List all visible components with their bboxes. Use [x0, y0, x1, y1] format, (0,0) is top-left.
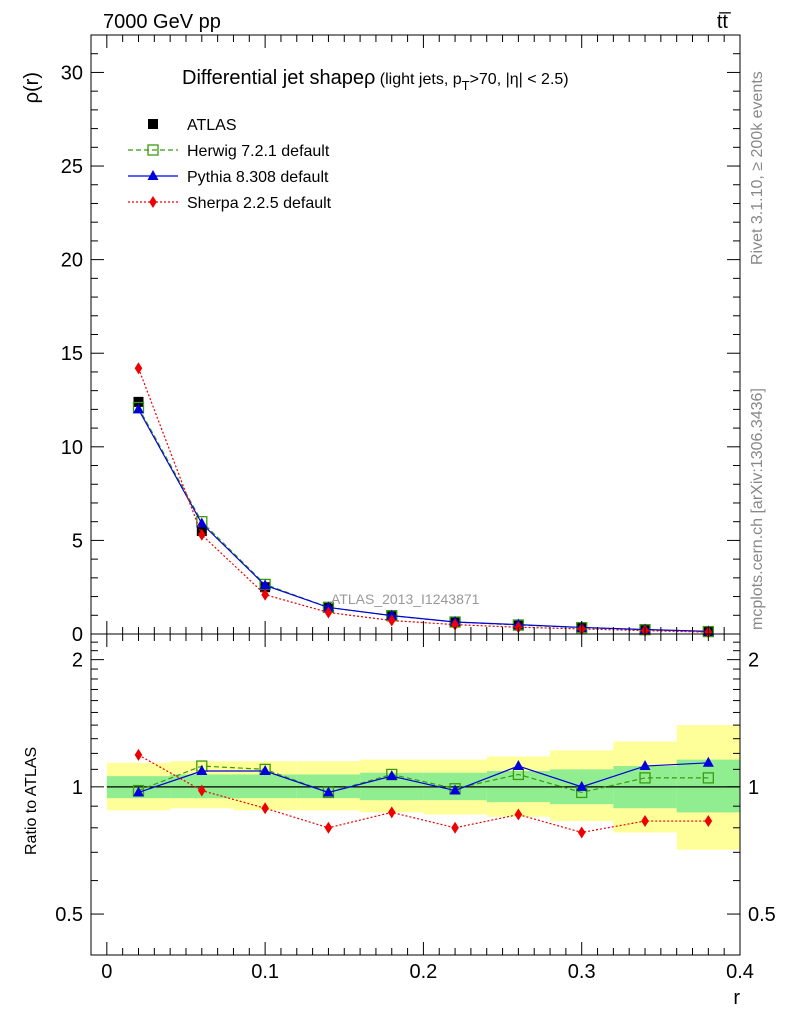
x-tick-label: 0.1 [251, 961, 279, 983]
ratio-point-pythia-8-308-default [576, 780, 588, 791]
x-tick-label: 0.2 [410, 961, 438, 983]
ratio-y-tick-label-right: 1 [748, 777, 759, 799]
ratio-plot-panel: 0 0.1 0.2 0.3 0.4 0.5 0.5 1 1 2 2 Ratio to ATLAS r [23, 633, 776, 1009]
ratio-point-pythia-8-308-default [639, 760, 651, 771]
data-point-pythia-8-308-default [322, 601, 334, 612]
data-point-sherpa-2-2-5-default [451, 618, 459, 631]
chart-title: Differential jet shapeρ (light jets, pT>… [182, 67, 569, 93]
legend-label: Sherpa 2.2.5 default [187, 195, 332, 212]
ratio-point-sherpa-2-2-5-default [641, 815, 649, 828]
y-tick-label: 0 [72, 624, 83, 646]
data-point-sherpa-2-2-5-default [387, 614, 396, 627]
x-tick-label: 0 [101, 961, 112, 983]
y-tick-label: 5 [72, 530, 83, 552]
data-point-sherpa-2-2-5-default [134, 362, 143, 375]
ratio-y-tick-label: 1 [72, 777, 83, 799]
legend-label: Herwig 7.2.1 default [187, 143, 330, 160]
y-tick-label: 20 [61, 250, 83, 272]
legend-entry-sherpa-2-2-5-default: Sherpa 2.2.5 default [128, 195, 332, 212]
header-energy-label: 7000 GeV pp [103, 11, 221, 33]
ratio-point-pythia-8-308-default [322, 786, 334, 797]
legend-label: Pythia 8.308 default [187, 169, 329, 186]
ratio-line-herwig-7-2-1-default [138, 765, 709, 794]
legend: ATLAS Herwig 7.2.1 default Pythia 8.308 de… [128, 117, 332, 212]
ratio-series-sherpa-2-2-5-default [134, 748, 713, 839]
x-tick-label: 0.3 [568, 961, 596, 983]
ratio-y-tick-label-right: 2 [748, 650, 759, 672]
legend-marker [148, 119, 158, 129]
legend-entry-herwig-7-2-1-default: Herwig 7.2.1 default [128, 143, 330, 160]
y-tick-label: 10 [61, 437, 83, 459]
ratio-point-pythia-8-308-default [702, 756, 714, 767]
x-axis-label: r [733, 987, 740, 1009]
y-axis-label-main: ρ(r) [21, 72, 43, 103]
ratio-y-tick-label: 0.5 [55, 904, 83, 926]
ratio-series-pythia-8-308-default [132, 756, 714, 797]
ratio-point-sherpa-2-2-5-default [261, 802, 269, 815]
legend-entry-pythia-8-308-default: Pythia 8.308 default [128, 169, 329, 186]
mcplots-credit-label: mcplots.cern.ch [arXiv:1306.3436] [749, 388, 766, 630]
ratio-point-pythia-8-308-default [386, 770, 398, 781]
ratio-point-sherpa-2-2-5-default [134, 748, 143, 761]
ratio-point-sherpa-2-2-5-default [451, 821, 459, 834]
legend-marker [147, 170, 159, 180]
legend-marker [149, 196, 157, 208]
ratio-line-pythia-8-308-default [138, 762, 709, 794]
y-tick-label: 30 [61, 62, 83, 84]
ratio-point-pythia-8-308-default [196, 765, 208, 776]
legend-entry-atlas: ATLAS [148, 117, 237, 134]
data-point-sherpa-2-2-5-default [324, 606, 333, 619]
header-process-label: tt̅ [717, 11, 731, 33]
x-tick-label: 0.4 [726, 961, 754, 983]
ratio-point-pythia-8-308-default [132, 786, 144, 797]
data-point-pythia-8-308-default [132, 403, 144, 414]
data-point-sherpa-2-2-5-default [198, 528, 206, 541]
y-axis-label-ratio: Ratio to ATLAS [23, 747, 40, 855]
y-tick-label: 25 [61, 156, 83, 178]
uncertainty-band-stat-bin [676, 759, 740, 813]
ratio-point-herwig-7-2-1-default [702, 772, 714, 784]
ratio-point-sherpa-2-2-5-default [577, 826, 586, 839]
ratio-point-sherpa-2-2-5-default [704, 815, 713, 828]
ratio-point-sherpa-2-2-5-default [324, 821, 333, 834]
ratio-y-tick-label-right: 0.5 [748, 904, 776, 926]
ratio-line-sherpa-2-2-5-default [138, 754, 709, 834]
data-point-pythia-8-308-default [259, 579, 271, 590]
legend-marker [147, 144, 159, 156]
ratio-point-pythia-8-308-default [259, 765, 271, 776]
analysis-watermark: ATLAS_2013_I1243871 [331, 591, 480, 607]
ratio-plot-frame [90, 633, 741, 956]
y-tick-label: 15 [61, 343, 83, 365]
main-plot-panel: 0 5 10 15 20 25 30 ρ(r) Differential jet shape… [21, 34, 741, 646]
ratio-point-pythia-8-308-default [512, 760, 524, 771]
ratio-y-tick-label: 2 [72, 650, 83, 672]
ratio-point-sherpa-2-2-5-default [198, 784, 206, 797]
ratio-point-sherpa-2-2-5-default [514, 808, 523, 821]
rivet-version-label: Rivet 3.1.10, ≥ 200k events [749, 71, 766, 265]
ratio-point-pythia-8-308-default [449, 784, 461, 795]
data-point-sherpa-2-2-5-default [261, 588, 269, 601]
ratio-point-herwig-7-2-1-default [639, 772, 651, 784]
legend-label: ATLAS [187, 117, 237, 134]
ratio-point-sherpa-2-2-5-default [387, 806, 396, 819]
data-point-pythia-8-308-default [196, 517, 208, 528]
